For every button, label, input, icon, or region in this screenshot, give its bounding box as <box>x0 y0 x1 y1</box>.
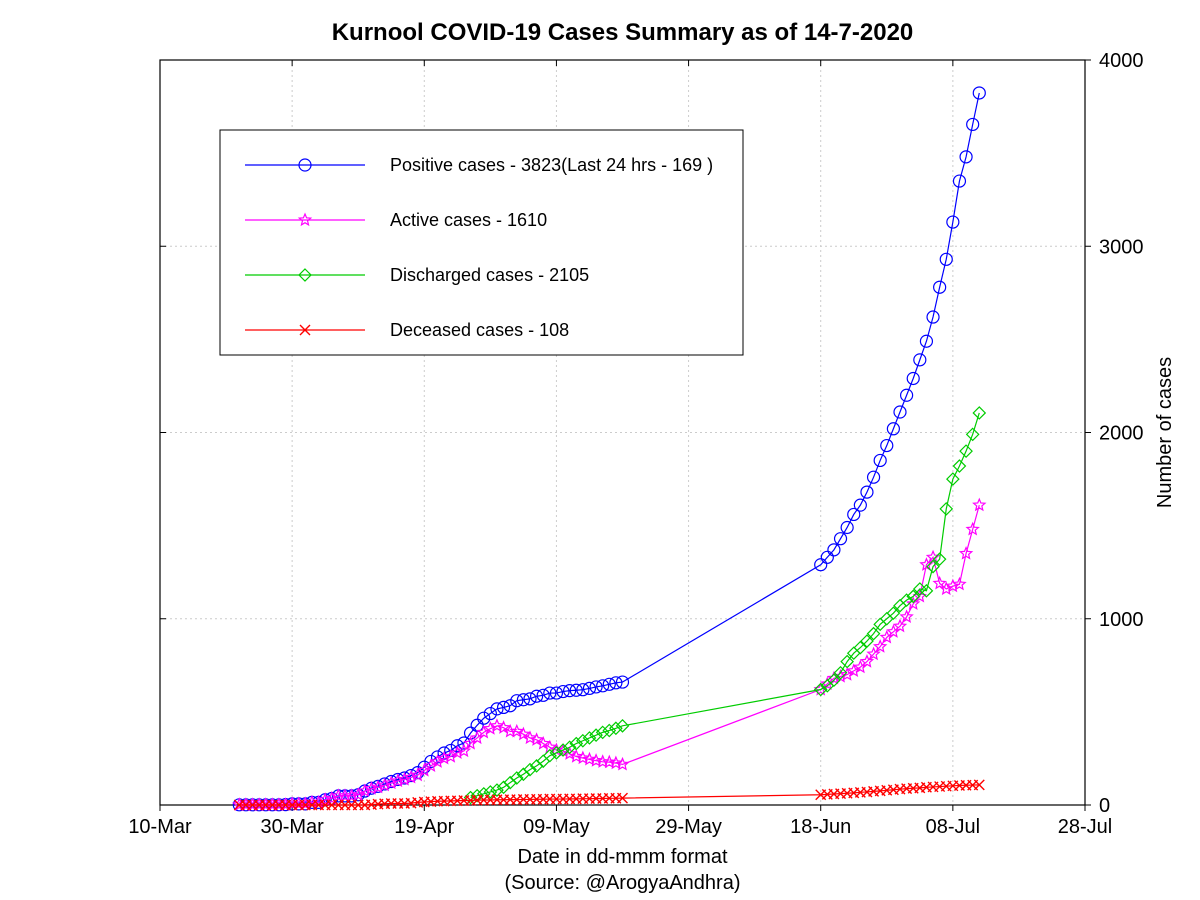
legend-label-positive: Positive cases - 3823(Last 24 hrs - 169 … <box>390 155 713 175</box>
y-axis-label: Number of cases <box>1154 357 1176 508</box>
x-tick-label: 09-May <box>523 816 590 838</box>
x-axis-label-2: (Source: @ArogyaAndhra) <box>505 872 741 894</box>
y-tick-label: 1000 <box>1099 609 1144 631</box>
legend: Positive cases - 3823(Last 24 hrs - 169 … <box>220 130 743 355</box>
x-tick-label: 19-Apr <box>394 816 454 838</box>
x-tick-label: 28-Jul <box>1058 816 1112 838</box>
x-tick-label: 08-Jul <box>926 816 980 838</box>
chart-svg: 10-Mar 30-Mar 19-Apr 09-May 29-May 18-Jun 08-J… <box>0 0 1200 900</box>
y-tick-label: 4000 <box>1099 50 1144 72</box>
chart-container: 10-Mar 30-Mar 19-Apr 09-May 29-May 18-Jun 08-J… <box>0 0 1200 900</box>
x-tick-label: 29-May <box>655 816 722 838</box>
x-tick-label: 10-Mar <box>128 816 192 838</box>
chart-title: Kurnool COVID-19 Cases Summary as of 14-… <box>332 19 914 46</box>
y-tick-label: 2000 <box>1099 423 1144 445</box>
x-tick-label: 30-Mar <box>260 816 324 838</box>
y-tick-label: 3000 <box>1099 236 1144 258</box>
legend-label-active: Active cases - 1610 <box>390 210 547 230</box>
x-axis-label-1: Date in dd-mmm format <box>517 846 727 868</box>
x-tick-label: 18-Jun <box>790 816 851 838</box>
y-tick-label: 0 <box>1099 795 1110 817</box>
legend-label-discharged: Discharged cases - 2105 <box>390 265 589 285</box>
legend-label-deceased: Deceased cases - 108 <box>390 320 569 340</box>
